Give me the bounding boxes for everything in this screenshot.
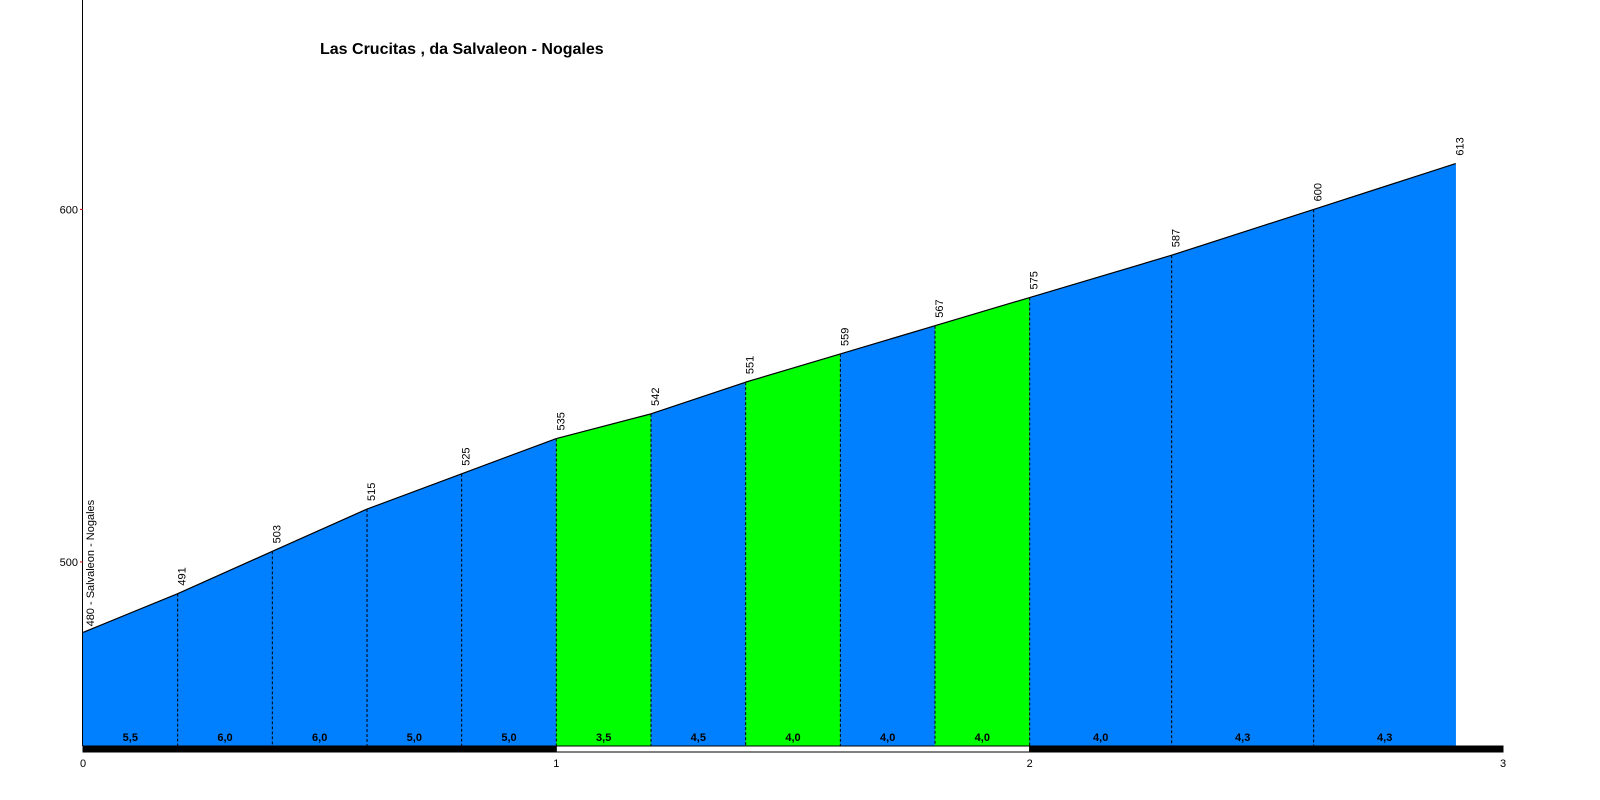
elevation-label: 503 <box>271 525 283 543</box>
elevation-label: 587 <box>1171 229 1183 247</box>
profile-segment <box>461 438 557 747</box>
gradient-label: 5,0 <box>407 732 422 744</box>
profile-line <box>366 473 462 510</box>
elevation-label: 535 <box>555 412 567 430</box>
x-tick-label: 3 <box>1500 758 1506 770</box>
km-bar-segment <box>1029 745 1504 753</box>
profile-line <box>1313 163 1456 210</box>
gradient-label: 3,5 <box>596 732 611 744</box>
profile-segment <box>556 413 652 747</box>
segment-dividers <box>177 209 1315 746</box>
elevation-label: 542 <box>650 388 662 406</box>
elevation-labels: 491 503 515 525 535 542 551 559 567 575 587 600 613 4… <box>85 137 1467 626</box>
profile-segment <box>366 473 462 747</box>
gradient-label: 4,3 <box>1377 732 1392 744</box>
gradient-label: 6,0 <box>312 732 327 744</box>
profile-line <box>1029 254 1172 299</box>
y-tick-label: 600 <box>60 204 78 216</box>
gradient-label: 4,0 <box>785 732 800 744</box>
profile-segment <box>934 297 1030 747</box>
gradient-labels: 5,5 6,0 6,0 5,0 5,0 3,5 4,5 4,0 4,0 4,0 4,0 4,3 4,3 <box>123 732 1393 744</box>
gradient-label: 4,5 <box>691 732 706 744</box>
km-bar <box>82 745 1504 753</box>
profile-line <box>272 508 368 552</box>
profile-line <box>461 437 557 475</box>
x-tick-label: 2 <box>1027 758 1033 770</box>
elevation-label: 525 <box>461 447 473 465</box>
gradient-label: 6,0 <box>217 732 232 744</box>
profile-segment <box>1171 209 1314 747</box>
profile-segment <box>1313 163 1456 747</box>
profile-line <box>82 593 178 633</box>
elevation-label: 515 <box>366 483 378 501</box>
km-bar-segment <box>555 745 1031 753</box>
gradient-label: 5,0 <box>501 732 516 744</box>
profile-line <box>745 353 841 383</box>
gradient-label: 4,0 <box>880 732 895 744</box>
elevation-label: 491 <box>177 567 189 585</box>
elevation-label: 613 <box>1455 137 1467 155</box>
profile-segment <box>840 325 936 747</box>
profile-segment <box>82 593 178 747</box>
axes <box>80 0 83 746</box>
gradient-label: 4,0 <box>975 732 990 744</box>
profile-line <box>1171 208 1314 256</box>
profile-segment <box>745 353 841 747</box>
chart-title: Las Crucitas , da Salvaleon - Nogales <box>320 41 604 58</box>
elevation-label: 559 <box>839 328 851 346</box>
km-bar-segment <box>82 745 557 753</box>
y-tick-label: 500 <box>60 557 78 569</box>
profile-line <box>556 413 652 440</box>
profile-segment <box>650 381 746 747</box>
gradient-label: 4,3 <box>1235 732 1250 744</box>
start-label: 480 - Salvaleon - Nogales <box>85 499 97 626</box>
profile-line <box>934 296 1030 327</box>
profile-segment <box>1029 254 1172 747</box>
x-tick-label: 1 <box>553 758 559 770</box>
elevation-label: 575 <box>1029 271 1041 289</box>
elevation-label: 551 <box>745 356 757 374</box>
elevation-label: 567 <box>934 299 946 317</box>
profile-line <box>650 381 746 415</box>
x-tick-label: 0 <box>80 758 86 770</box>
gradient-label: 4,0 <box>1093 732 1108 744</box>
profile-segment <box>177 550 273 747</box>
profile-line <box>840 325 936 355</box>
profile-line <box>177 550 273 595</box>
gradient-label: 5,5 <box>123 732 138 744</box>
tick-labels: 500 600 0 1 2 3 <box>60 204 1506 770</box>
elevation-label: 600 <box>1313 183 1325 201</box>
profile-segments <box>82 163 1456 747</box>
